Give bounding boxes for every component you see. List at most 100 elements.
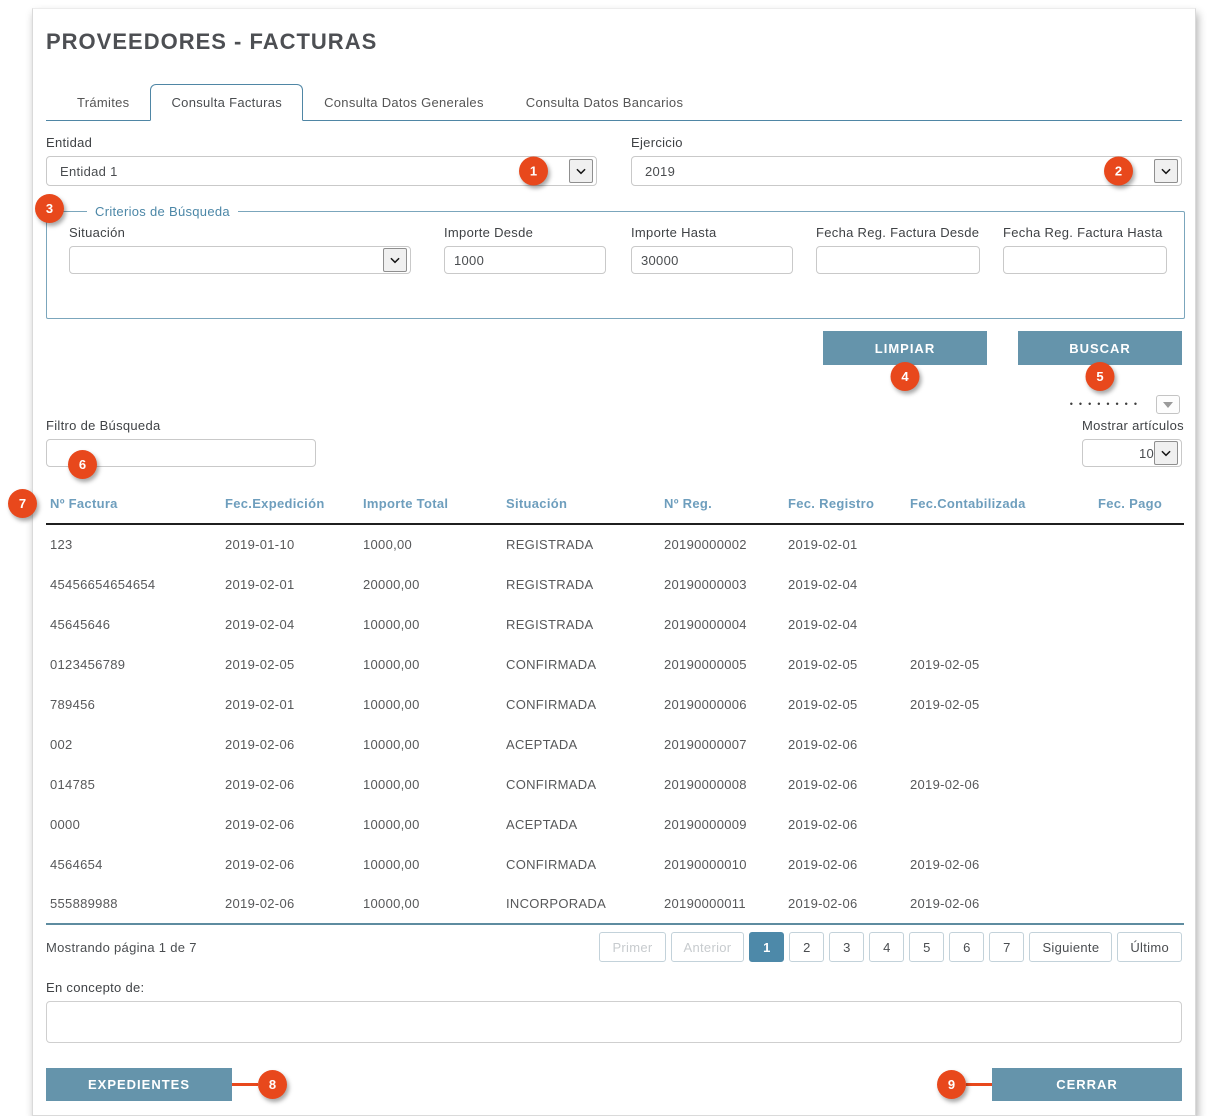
table-cell: 20190000010	[660, 844, 784, 884]
table-cell: 2019-02-06	[784, 844, 906, 884]
table-cell: CONFIRMADA	[502, 764, 660, 804]
table-cell: 20190000011	[660, 884, 784, 924]
table-cell: 10000,00	[359, 604, 502, 644]
table-cell	[1094, 604, 1184, 644]
table-row[interactable]: 7894562019-02-0110000,00CONFIRMADA201900…	[46, 684, 1184, 724]
table-cell: 2019-02-04	[221, 604, 359, 644]
table-row[interactable]: 5558899882019-02-0610000,00INCORPORADA20…	[46, 884, 1184, 924]
table-cell: 20000,00	[359, 564, 502, 604]
mostrar-articulos-label: Mostrar artículos	[1082, 418, 1182, 433]
columns-dropdown-button[interactable]	[1156, 395, 1180, 414]
expedientes-button[interactable]: EXPEDIENTES	[46, 1068, 232, 1101]
step-badge-2: 2	[1104, 157, 1133, 186]
step-badge-9: 9	[937, 1070, 966, 1099]
table-cell: 2019-02-06	[784, 724, 906, 764]
table-cell: 2019-02-06	[221, 724, 359, 764]
content-panel: PROVEEDORES - FACTURAS Trámites Consulta…	[32, 8, 1196, 1116]
pagination-button[interactable]: 3	[829, 932, 864, 962]
tab-4[interactable]: Consulta Datos Bancarios	[505, 84, 705, 121]
mostrar-articulos-select[interactable]: 10	[1082, 439, 1182, 467]
table-cell: 10000,00	[359, 844, 502, 884]
table-cell: 10000,00	[359, 884, 502, 924]
table-cell: 2019-02-06	[221, 884, 359, 924]
table-row[interactable]: 00002019-02-0610000,00ACEPTADA2019000000…	[46, 804, 1184, 844]
fecha-desde-label: Fecha Reg. Factura Desde	[816, 225, 980, 240]
step-badge-1: 1	[519, 157, 548, 186]
pagination-button[interactable]: 7	[989, 932, 1024, 962]
pagination-button[interactable]: Siguiente	[1029, 932, 1112, 962]
pagination-button: Anterior	[671, 932, 745, 962]
table-cell: 10000,00	[359, 724, 502, 764]
tabs: Trámites Consulta Facturas Consulta Dato…	[46, 83, 1182, 121]
limpiar-button[interactable]: LIMPIAR	[823, 331, 987, 365]
tab-label: Consulta Datos Generales	[324, 95, 484, 110]
pagination-button[interactable]: 6	[949, 932, 984, 962]
table-column-header[interactable]: Situación	[502, 487, 660, 524]
tab-2[interactable]: Consulta Facturas	[150, 84, 303, 121]
pagination-button[interactable]: 4	[869, 932, 904, 962]
table-row[interactable]: 0147852019-02-0610000,00CONFIRMADA201900…	[46, 764, 1184, 804]
criterios-legend: Criterios de Búsqueda	[87, 204, 238, 219]
pagination-button[interactable]: 5	[909, 932, 944, 962]
pagination-button[interactable]: Último	[1117, 932, 1182, 962]
table-column-header[interactable]: Fec.Expedición	[221, 487, 359, 524]
table-row[interactable]: 1232019-01-101000,00REGISTRADA2019000000…	[46, 524, 1184, 564]
badge-connector-line	[232, 1083, 258, 1086]
pagination-button[interactable]: 1	[749, 932, 784, 962]
table-row[interactable]: 456456462019-02-0410000,00REGISTRADA2019…	[46, 604, 1184, 644]
table-column-header[interactable]: Fec. Pago	[1094, 487, 1184, 524]
concepto-textarea[interactable]	[46, 1001, 1182, 1043]
table-cell: 2019-02-06	[784, 884, 906, 924]
table-cell	[906, 524, 1094, 564]
fecha-hasta-input[interactable]	[1003, 246, 1167, 274]
table-cell	[906, 604, 1094, 644]
fecha-desde-input[interactable]	[816, 246, 980, 274]
table-cell: 014785	[46, 764, 221, 804]
ejercicio-select[interactable]: 2019 2	[631, 156, 1182, 186]
table-cell: REGISTRADA	[502, 564, 660, 604]
table-row[interactable]: 45646542019-02-0610000,00CONFIRMADA20190…	[46, 844, 1184, 884]
importe-hasta-input[interactable]	[631, 246, 793, 274]
filtro-busqueda-label: Filtro de Búsqueda	[46, 418, 316, 433]
table-cell: ACEPTADA	[502, 724, 660, 764]
entidad-select[interactable]: Entidad 1 1	[46, 156, 597, 186]
chevron-down-icon	[383, 248, 407, 272]
cerrar-button[interactable]: CERRAR	[992, 1068, 1182, 1101]
entidad-label: Entidad	[46, 135, 597, 150]
buscar-button[interactable]: BUSCAR	[1018, 331, 1182, 365]
table-column-header[interactable]: Fec. Registro	[784, 487, 906, 524]
fecha-hasta-label: Fecha Reg. Factura Hasta	[1003, 225, 1167, 240]
table-cell: REGISTRADA	[502, 604, 660, 644]
table-row[interactable]: 454566546546542019-02-0120000,00REGISTRA…	[46, 564, 1184, 604]
table-column-header[interactable]: Nº Reg.	[660, 487, 784, 524]
entidad-select-value: Entidad 1	[47, 164, 569, 179]
table-cell: 2019-02-01	[221, 564, 359, 604]
importe-desde-input[interactable]	[444, 246, 606, 274]
step-badge-7: 7	[8, 489, 37, 518]
table-column-header[interactable]: Fec.Contabilizada	[906, 487, 1094, 524]
pagination-button[interactable]: 2	[789, 932, 824, 962]
table-cell	[1094, 564, 1184, 604]
table-column-header[interactable]: Nº Factura	[46, 487, 221, 524]
table-row[interactable]: 01234567892019-02-0510000,00CONFIRMADA20…	[46, 644, 1184, 684]
situacion-select[interactable]	[69, 246, 411, 274]
table-cell	[1094, 884, 1184, 924]
table-cell: 2019-02-06	[784, 804, 906, 844]
table-cell	[1094, 804, 1184, 844]
table-row[interactable]: 0022019-02-0610000,00ACEPTADA20190000007…	[46, 724, 1184, 764]
table-cell: 20190000004	[660, 604, 784, 644]
table-cell: REGISTRADA	[502, 524, 660, 564]
step-badge-3: 3	[35, 194, 64, 223]
table-cell: 002	[46, 724, 221, 764]
table-cell: CONFIRMADA	[502, 684, 660, 724]
importe-hasta-label: Importe Hasta	[631, 225, 793, 240]
step-badge-6: 6	[68, 450, 97, 479]
table-cell: CONFIRMADA	[502, 644, 660, 684]
table-cell: 2019-02-04	[784, 564, 906, 604]
table-cell: 0000	[46, 804, 221, 844]
table-column-header[interactable]: Importe Total	[359, 487, 502, 524]
table-cell	[1094, 684, 1184, 724]
tab-3[interactable]: Consulta Datos Generales	[303, 84, 505, 121]
tab-1[interactable]: Trámites	[56, 84, 150, 121]
table-cell: 2019-02-05	[221, 644, 359, 684]
